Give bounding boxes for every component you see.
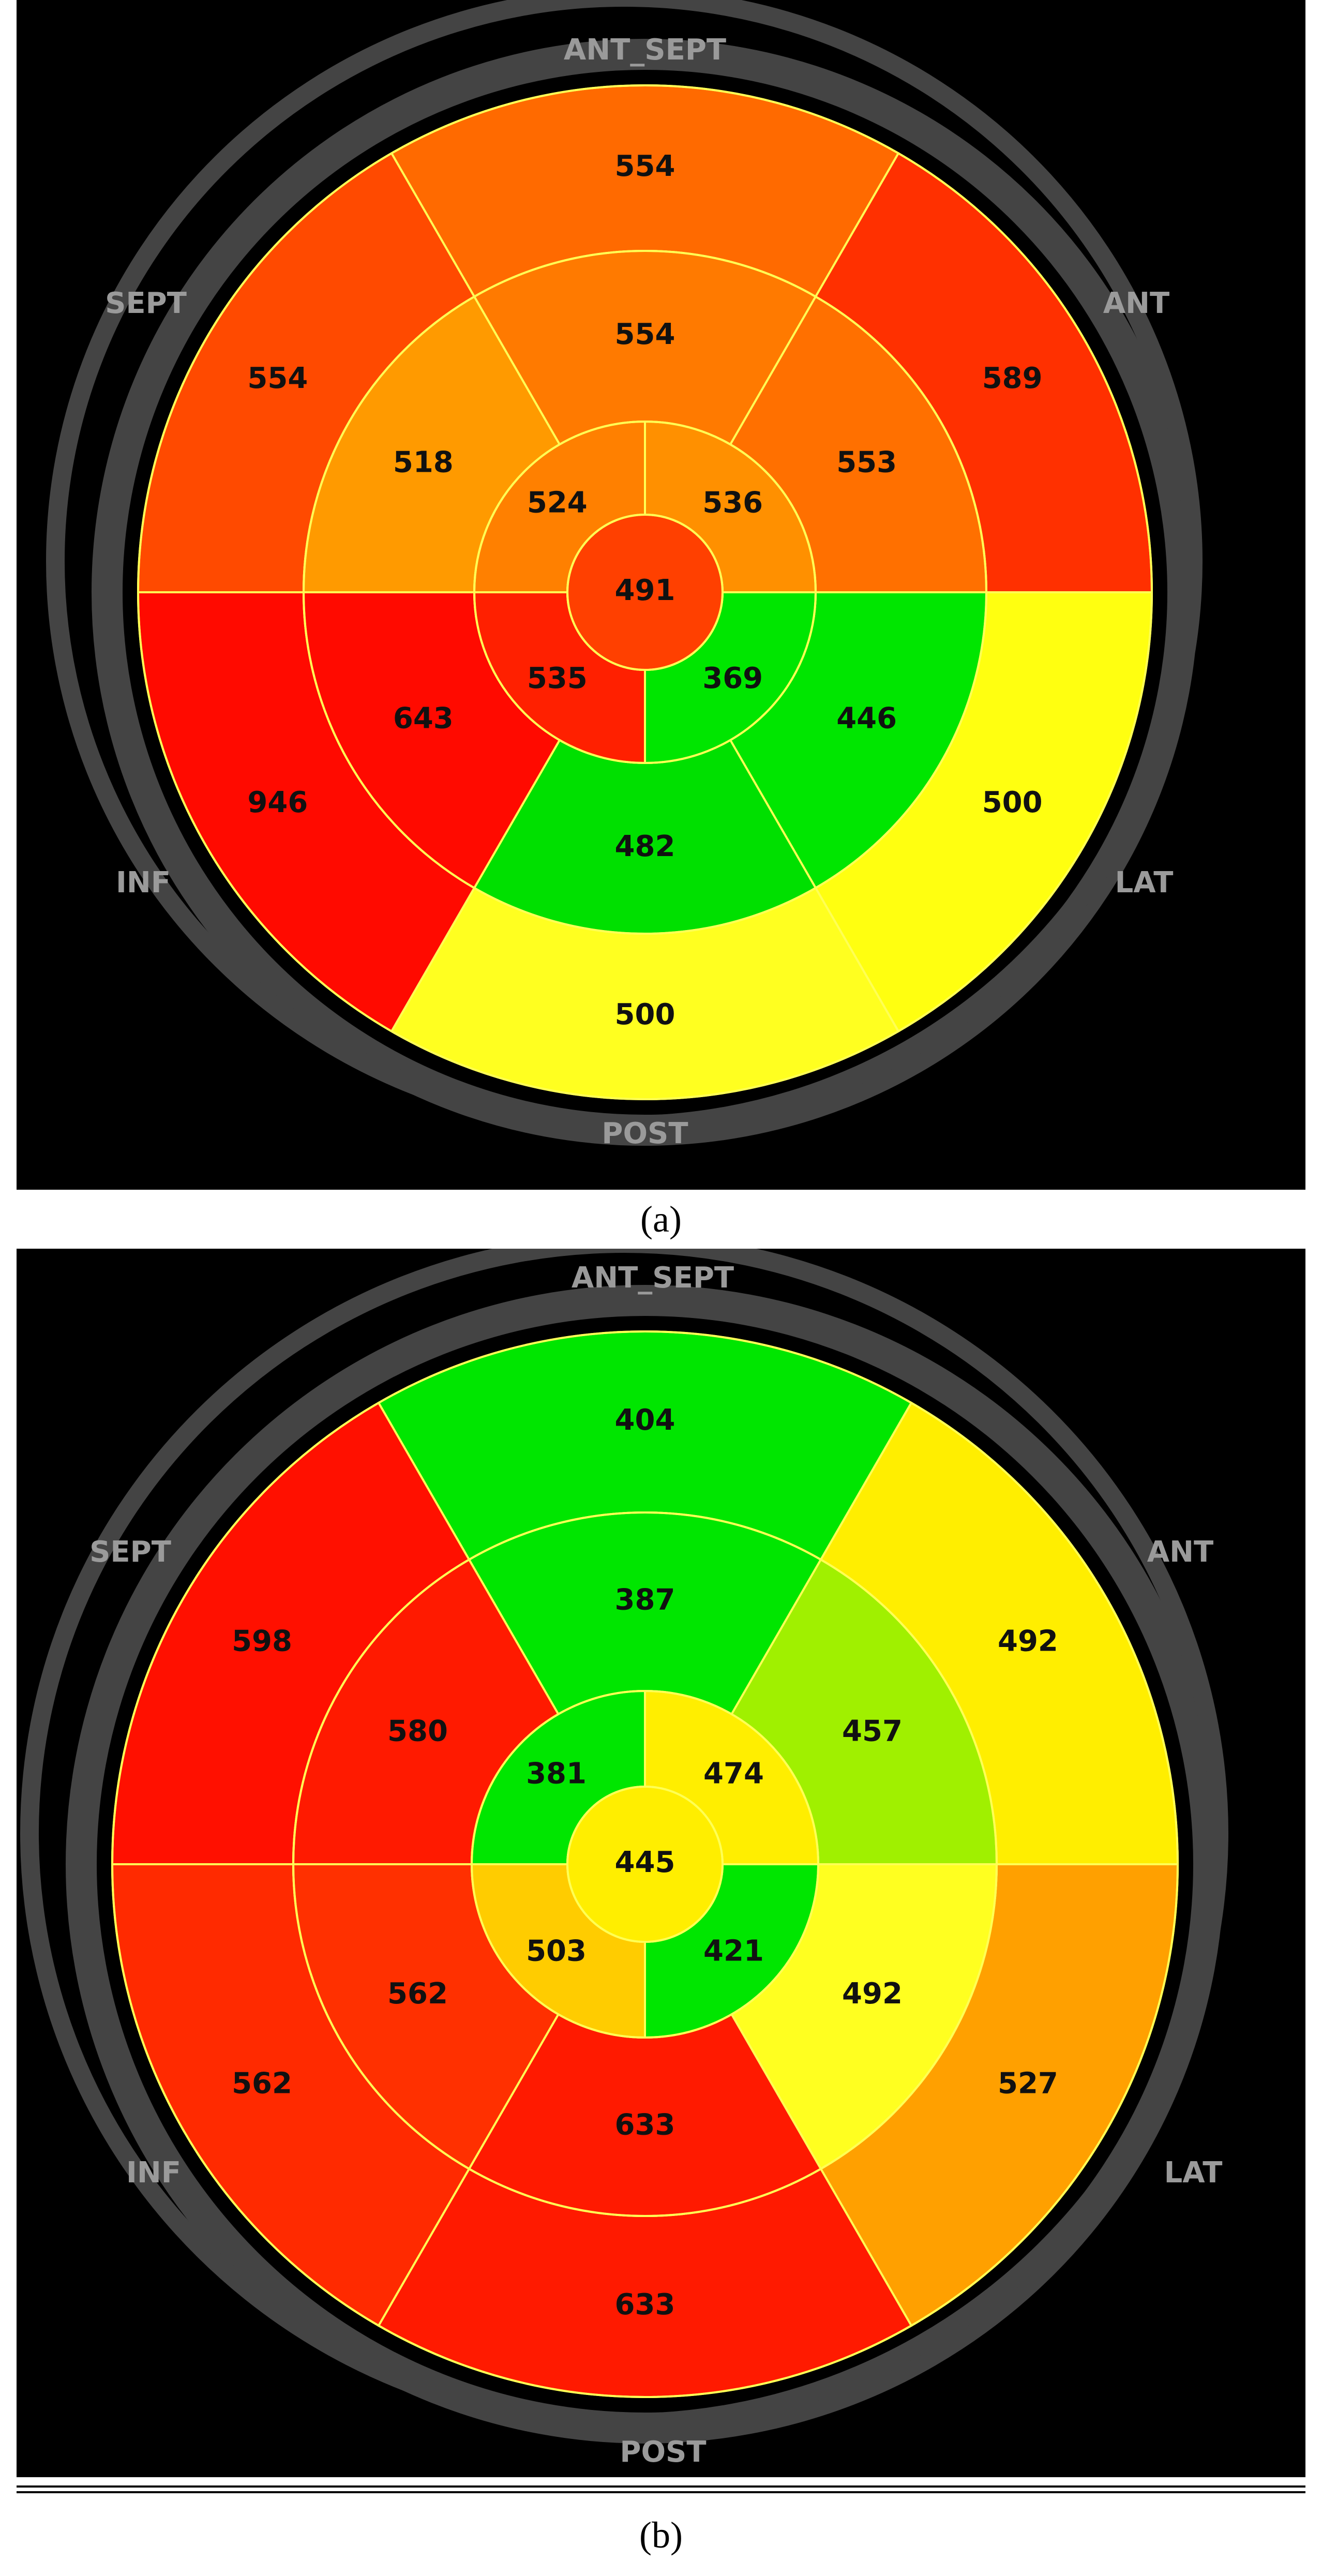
value-basal-sept: 598 <box>232 1625 292 1658</box>
orientation-label-ant: ANT <box>1147 1535 1213 1569</box>
value-mid-lat: 446 <box>836 702 897 736</box>
caption-a: (a) <box>640 1199 682 1240</box>
value-mid-post: 482 <box>615 830 675 863</box>
value-apex-sept: 535 <box>527 662 588 695</box>
value-basal-inf: 562 <box>232 2067 292 2101</box>
value-basal-lat: 527 <box>998 2067 1058 2101</box>
orientation-label-sept: SEPT <box>105 287 187 320</box>
value-mid-ant-sept: 554 <box>615 318 675 351</box>
value-apex-lat: 474 <box>703 1757 764 1791</box>
orientation-label-ant: ANT <box>1103 287 1169 320</box>
value-basal-ant-sept: 404 <box>615 1403 675 1437</box>
ring-outline <box>471 1690 819 2039</box>
value-mid-ant: 457 <box>842 1714 903 1748</box>
value-basal-inf: 946 <box>247 786 308 819</box>
orientation-ring-outer <box>46 0 1203 1134</box>
orientation-ring-outer <box>20 1249 1228 2432</box>
ring-outline <box>566 514 724 671</box>
orientation-label-lat: LAT <box>1115 866 1174 900</box>
ring-outline <box>111 1330 1179 2398</box>
value-apex-center: 491 <box>615 574 675 607</box>
bullseye-plot-b: 404 387 492 457 527 492 633 633 562 562 598 580 381 4… <box>20 1249 1228 2469</box>
ring-outline <box>473 421 817 764</box>
value-basal-post: 500 <box>615 998 675 1031</box>
value-mid-sept: 518 <box>393 446 454 480</box>
ring-outline <box>137 84 1153 1100</box>
ring-outline <box>303 250 987 935</box>
value-apex-ant: 524 <box>527 486 588 519</box>
orientation-label-post: POST <box>602 1117 688 1150</box>
value-basal-ant: 492 <box>998 1625 1058 1658</box>
value-basal-lat: 500 <box>982 786 1043 819</box>
divider-line <box>17 2485 1305 2488</box>
value-mid-inf: 562 <box>387 1977 448 2011</box>
value-apex-ant: 381 <box>526 1757 587 1791</box>
caption-b: (b) <box>639 2514 683 2556</box>
orientation-label-post: POST <box>620 2435 706 2469</box>
divider-line-2 <box>17 2491 1305 2493</box>
bullseye-panel-b: 404 387 492 457 527 492 633 633 562 562 598 580 381 4… <box>17 1249 1305 2477</box>
orientation-label-sept: SEPT <box>89 1535 171 1569</box>
bullseye-plot-a: 554 554 589 553 500 446 500 482 946 643 554 518 524 5… <box>46 0 1203 1150</box>
value-mid-post: 633 <box>615 2108 675 2142</box>
orientation-label-ant-sept: ANT_SEPT <box>572 1261 734 1295</box>
value-mid-inf: 643 <box>393 702 454 736</box>
orientation-label-inf: INF <box>116 866 171 900</box>
orientation-label-inf: INF <box>126 2156 181 2190</box>
value-apex-center: 445 <box>615 1846 675 1879</box>
bullseye-panel-a: 554 554 589 553 500 446 500 482 946 643 554 518 524 5… <box>17 0 1305 1190</box>
orientation-label-ant-sept: ANT_SEPT <box>564 33 726 67</box>
value-apex-lat: 536 <box>702 486 763 519</box>
value-apex-post: 421 <box>703 1935 764 1968</box>
value-mid-lat: 492 <box>842 1977 903 2011</box>
ring-outline <box>566 1786 724 1943</box>
value-apex-sept: 503 <box>526 1935 587 1968</box>
value-mid-ant: 553 <box>836 446 897 480</box>
value-basal-ant-sept: 554 <box>615 149 675 183</box>
value-mid-ant-sept: 387 <box>615 1583 675 1617</box>
ring-outline <box>292 1511 998 2217</box>
value-mid-sept: 580 <box>387 1714 448 1748</box>
orientation-label-lat: LAT <box>1164 2156 1223 2190</box>
value-basal-post: 633 <box>615 2288 675 2322</box>
value-apex-post: 369 <box>702 662 763 695</box>
value-basal-ant: 589 <box>982 362 1043 395</box>
value-basal-sept: 554 <box>247 362 308 395</box>
